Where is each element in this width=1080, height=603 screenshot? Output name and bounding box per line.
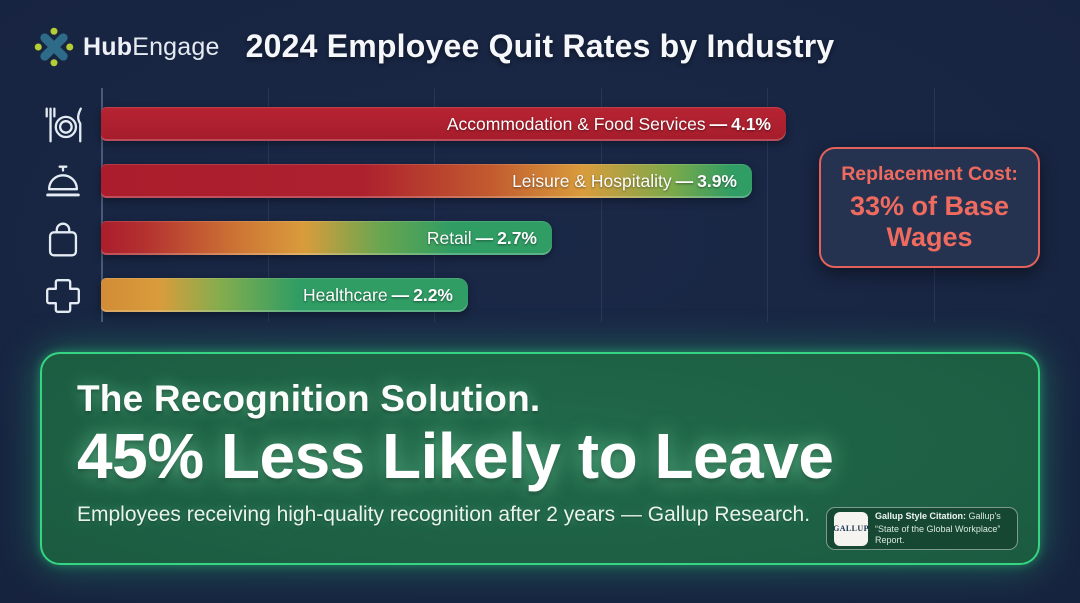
bar-healthcare: Healthcare —2.2%: [101, 278, 468, 312]
hubengage-logo: HubEngage: [33, 26, 220, 68]
bar-label: Retail —2.7%: [427, 228, 552, 249]
solution-heading: The Recognition Solution.: [77, 378, 541, 419]
solution-headline: 45% Less Likely to Leave: [77, 420, 834, 492]
bar-label: Healthcare —2.2%: [303, 285, 468, 306]
bar-retail: Retail —2.7%: [101, 221, 552, 255]
label-separator: —: [709, 113, 728, 134]
citation-line2: “State of the Global Workplace” Report.: [875, 523, 1001, 546]
chart-gridline: [434, 88, 435, 322]
citation-text: Gallup Style Citation: Gallup's “State o…: [875, 511, 1010, 547]
bar-leisure-hospitality: Leisure & Hospitality —3.9%: [101, 164, 752, 198]
hubengage-logo-icon: [34, 27, 74, 67]
shopping-bag-icon: [36, 216, 90, 262]
chart-axis-line: [101, 88, 103, 322]
medical-cross-icon: [36, 273, 90, 319]
hubengage-logo-text: HubEngage: [83, 33, 220, 62]
chart-gridline: [601, 88, 602, 322]
callout-label: Replacement Cost:: [841, 163, 1018, 186]
chart-gridline: [268, 88, 269, 322]
chart-gridline: [767, 88, 768, 322]
service-bell-icon: [36, 159, 90, 205]
logo-text-bold: Hub: [83, 32, 133, 61]
bar-accommodation-food-services: Accommodation & Food Services —4.1%: [101, 107, 786, 141]
page-title: 2024 Employee Quit Rates by Industry: [245, 28, 835, 64]
bar-category: Accommodation & Food Services: [446, 113, 706, 134]
citation-label-rest: Gallup's: [968, 510, 1001, 521]
bar-value: 2.2%: [413, 284, 453, 305]
gallup-citation-badge: GALLUP Gallup Style Citation: Gallup's “…: [826, 507, 1018, 550]
label-separator: —: [475, 227, 494, 248]
dining-icon: [36, 102, 90, 148]
gallup-logo: GALLUP: [833, 511, 868, 546]
bar-category: Healthcare: [302, 284, 388, 305]
bar-value: 2.7%: [497, 227, 537, 248]
bar-value: 3.9%: [697, 170, 737, 191]
bar-category: Leisure & Hospitality: [512, 170, 672, 191]
citation-label-bold: Gallup Style Citation:: [875, 510, 967, 521]
bar-label: Accommodation & Food Services —4.1%: [447, 114, 786, 135]
bar-category: Retail: [426, 227, 472, 248]
bar-value: 4.1%: [731, 113, 771, 134]
recognition-solution-panel: The Recognition Solution. 45% Less Likel…: [40, 352, 1040, 565]
citation-line1: Gallup Style Citation: Gallup's: [875, 511, 1010, 522]
label-separator: —: [391, 284, 410, 305]
label-separator: —: [675, 170, 694, 191]
logo-text-light: Engage: [132, 32, 220, 61]
bar-label: Leisure & Hospitality —3.9%: [512, 171, 752, 192]
replacement-cost-callout: Replacement Cost: 33% of Base Wages: [819, 147, 1040, 268]
callout-value: 33% of Base Wages: [849, 191, 1010, 252]
solution-subtext: Employees receiving high-quality recogni…: [77, 503, 811, 527]
